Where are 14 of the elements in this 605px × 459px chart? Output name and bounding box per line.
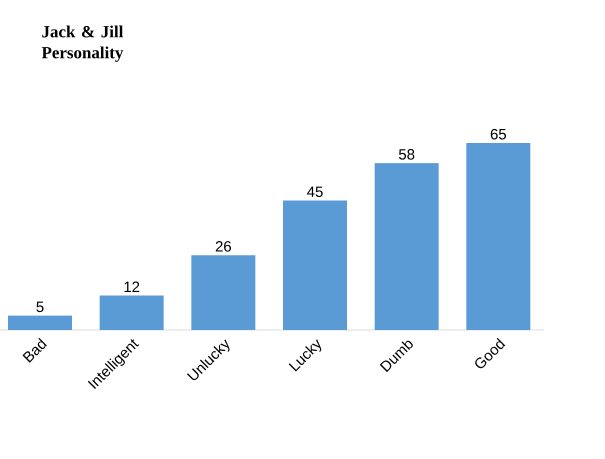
data-label: 58 xyxy=(398,149,414,160)
bar xyxy=(466,143,530,330)
data-label: 26 xyxy=(216,241,231,252)
data-label: 45 xyxy=(307,186,323,198)
chart-title: Jack & Jill Personality xyxy=(42,26,124,62)
data-label: 12 xyxy=(124,282,140,292)
bar xyxy=(191,255,256,330)
data-label: 5 xyxy=(36,302,44,312)
bar xyxy=(374,163,439,330)
x-tick-label: Bad xyxy=(22,338,47,363)
bar xyxy=(100,295,164,330)
data-label: 65 xyxy=(490,128,506,140)
bar xyxy=(283,200,347,330)
bar xyxy=(8,316,72,330)
